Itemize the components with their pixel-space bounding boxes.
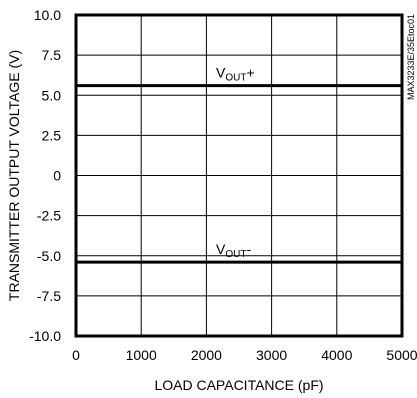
x-tick-label: 4000 [321,347,352,363]
x-tick-label: 2000 [191,347,222,363]
grid [76,15,402,336]
figure-code-label: MAX3233E/35Etoc01 [406,14,416,100]
x-tick-label: 1000 [126,347,157,363]
series-labels: VOUT+ VOUT- [216,65,255,261]
y-tick-label: 2.5 [42,127,62,143]
y-tick-label: 0 [53,168,61,184]
y-axis-title: TRANSMITTER OUTPUT VOLTAGE (V) [6,50,22,301]
y-tick-label: 5.0 [42,87,62,103]
y-tick-label: -10.0 [29,328,61,344]
x-tick-label: 0 [72,347,80,363]
y-tick-labels: 10.0 7.5 5.0 2.5 0 -2.5 -5.0 -7.5 -10.0 [29,7,61,344]
x-tick-labels: 0 1000 2000 3000 4000 5000 [72,347,417,363]
y-tick-label: -7.5 [37,288,61,304]
x-tick-label: 5000 [386,347,417,363]
y-tick-label: -5.0 [37,248,61,264]
x-tick-label: 3000 [256,347,287,363]
y-tick-label: 7.5 [42,47,62,63]
series-label: VOUT+ [216,65,255,84]
series-lines [76,84,402,264]
y-tick-label: 10.0 [34,7,61,23]
x-axis-title: LOAD CAPACITANCE (pF) [154,377,323,393]
plot-frame [74,13,404,338]
series-label: VOUT- [216,241,251,260]
y-tick-label: -2.5 [37,208,61,224]
